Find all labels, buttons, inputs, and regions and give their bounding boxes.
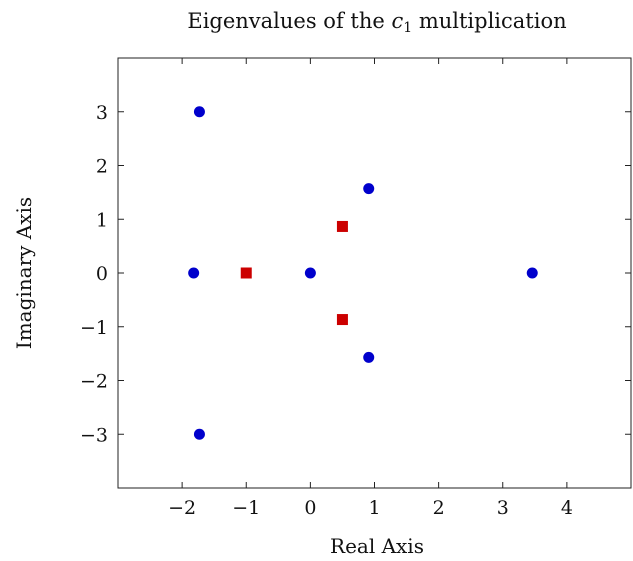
x-tick-label: 3 <box>497 497 509 519</box>
y-tick-label: 3 <box>96 102 108 124</box>
x-tick-label: 1 <box>368 497 380 519</box>
y-tick-label: −2 <box>80 371 108 393</box>
y-tick-label: 0 <box>96 263 108 285</box>
x-axis-label: Real Axis <box>330 534 424 558</box>
square-point <box>336 314 348 326</box>
y-tick-label: 2 <box>96 156 108 178</box>
x-tick-label: 4 <box>561 497 573 519</box>
x-tick-label: 0 <box>304 497 316 519</box>
axis-tick-labels: −2 −1 0 1 2 3 4 −3 −2 −1 0 1 2 3 <box>80 102 573 519</box>
x-tick-label: −1 <box>232 497 260 519</box>
circle-point <box>363 183 375 195</box>
circle-point <box>188 267 200 279</box>
x-tick-label: 2 <box>433 497 445 519</box>
chart-title: Eigenvalues of the c1 multiplication <box>187 9 566 36</box>
circle-point <box>526 267 538 279</box>
y-axis-label: Imaginary Axis <box>12 197 36 349</box>
y-tick-label: −1 <box>80 317 108 339</box>
x-tick-label: −2 <box>168 497 196 519</box>
circle-point <box>193 106 205 118</box>
y-tick-label: 1 <box>96 209 108 231</box>
circle-point <box>193 428 205 440</box>
circle-point <box>363 351 375 363</box>
square-point <box>336 220 348 232</box>
square-point <box>240 267 252 279</box>
data-points <box>188 106 538 440</box>
y-tick-label: −3 <box>80 424 108 446</box>
axis-ticks <box>118 58 631 488</box>
circle-point <box>304 267 316 279</box>
